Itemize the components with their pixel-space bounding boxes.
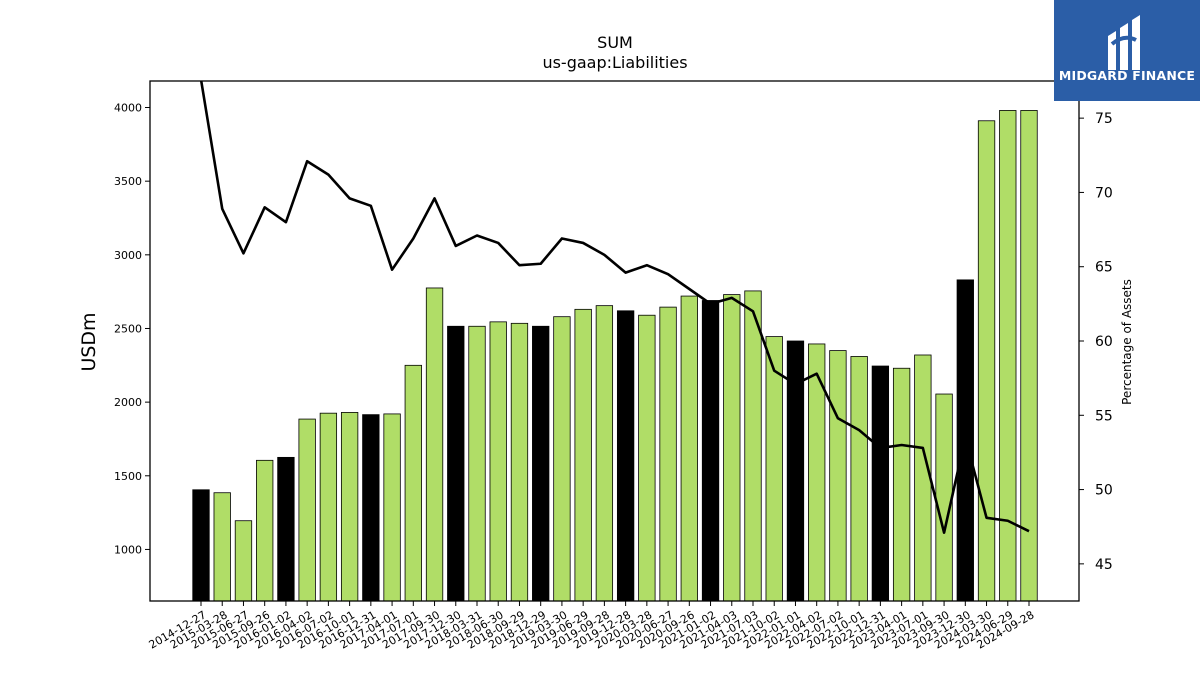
y2-axis-label: Percentage of Assets bbox=[1120, 279, 1134, 405]
y2-tick-label: 65 bbox=[1095, 260, 1113, 276]
bar-2021-07-03 bbox=[744, 290, 762, 602]
y-tick-label: 1000 bbox=[114, 543, 142, 556]
percentage-line-series bbox=[199, 81, 1030, 534]
bar-2015-03-28 bbox=[213, 492, 231, 602]
bar-2015-09-26 bbox=[256, 459, 274, 602]
bar-2018-09-29 bbox=[510, 322, 529, 602]
bar-2018-06-30 bbox=[489, 321, 507, 602]
bar-2023-09-30 bbox=[935, 393, 953, 602]
bar-2021-04-03 bbox=[723, 294, 741, 602]
bar-2017-07-01 bbox=[404, 364, 422, 602]
y2-tick-label: 45 bbox=[1095, 557, 1113, 573]
y-axis-ticks: 1000 1500 2000 2500 3000 3500 4000 bbox=[114, 102, 150, 556]
bar-2022-07-02 bbox=[829, 350, 847, 602]
y-tick-label: 2000 bbox=[114, 396, 142, 409]
y-axis-label: USDm bbox=[78, 312, 100, 371]
y2-tick-label: 75 bbox=[1095, 111, 1113, 127]
bar-2020-03-28 bbox=[638, 314, 656, 602]
bar-2024-06-29 bbox=[999, 110, 1017, 602]
bar-2014-12-27 bbox=[192, 489, 210, 602]
bar-2022-04-02 bbox=[808, 343, 826, 602]
chart-title: SUM bbox=[597, 33, 633, 52]
bar-2016-12-31 bbox=[362, 414, 380, 602]
y2-tick-label: 55 bbox=[1095, 408, 1113, 424]
bar-2022-10-01 bbox=[850, 356, 868, 602]
percentage-line bbox=[199, 81, 1030, 534]
y-tick-label: 3500 bbox=[114, 175, 142, 188]
bar-2023-04-01 bbox=[892, 367, 911, 602]
y-tick-label: 3000 bbox=[114, 249, 142, 262]
bar-2016-07-02 bbox=[319, 412, 338, 602]
bar-2018-12-29 bbox=[532, 325, 550, 602]
bar-2024-03-30 bbox=[977, 120, 996, 602]
y-tick-label: 1500 bbox=[114, 470, 142, 483]
bar-2019-09-28 bbox=[595, 305, 614, 602]
bar-2022-12-31 bbox=[871, 365, 890, 602]
bar-2015-06-27 bbox=[234, 520, 253, 602]
bar-2019-06-29 bbox=[574, 308, 592, 602]
bar-2019-12-28 bbox=[616, 310, 635, 602]
brand-name: MIDGARD FINANCE bbox=[1058, 68, 1196, 83]
y2-tick-label: 70 bbox=[1095, 185, 1113, 201]
bar-2020-06-27 bbox=[659, 306, 677, 602]
chart-subtitle: us-gaap:Liabilities bbox=[542, 53, 687, 72]
y2-tick-label: 60 bbox=[1095, 334, 1113, 350]
y-tick-label: 4000 bbox=[114, 102, 142, 115]
bar-2016-01-02 bbox=[277, 456, 295, 602]
brand-mark-icon bbox=[1108, 15, 1140, 70]
bar-2016-04-02 bbox=[298, 418, 316, 602]
bar-2017-09-30 bbox=[425, 287, 444, 602]
bar-2018-03-31 bbox=[468, 325, 486, 602]
bar-2021-10-02 bbox=[765, 336, 783, 602]
bar-2019-03-30 bbox=[553, 316, 571, 602]
bar-2017-12-30 bbox=[447, 325, 465, 602]
bar-2023-07-01 bbox=[914, 354, 932, 602]
x-axis-ticks: 2014-12-272015-03-282015-06-272015-09-26… bbox=[147, 601, 1037, 652]
y2-tick-label: 50 bbox=[1095, 483, 1113, 499]
bar-2020-09-26 bbox=[680, 295, 698, 602]
bar-2021-01-02 bbox=[701, 300, 720, 602]
brand-logo: MIDGARD FINANCE bbox=[1054, 0, 1200, 101]
plot-frame bbox=[149, 80, 1080, 602]
bar-2016-10-01 bbox=[340, 412, 359, 602]
bar-series bbox=[192, 110, 1038, 602]
bar-2017-04-01 bbox=[383, 413, 401, 602]
y2-axis-ticks: 45 50 55 60 65 70 75 bbox=[1079, 111, 1113, 573]
y-tick-label: 2500 bbox=[114, 322, 142, 335]
